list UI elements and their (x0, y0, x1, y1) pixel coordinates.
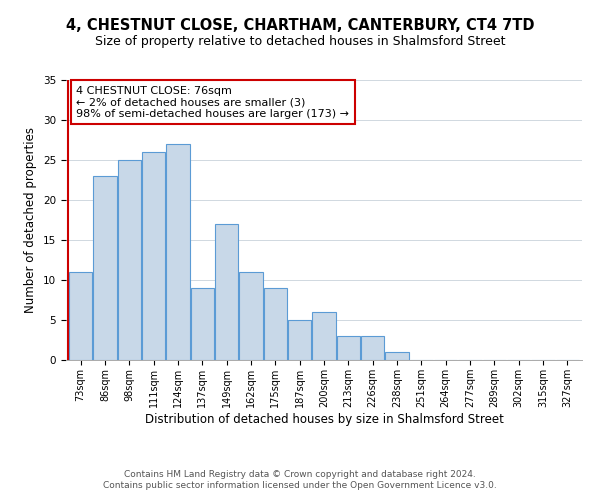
Text: Size of property relative to detached houses in Shalmsford Street: Size of property relative to detached ho… (95, 35, 505, 48)
Bar (94, 176, 116, 360)
Bar (264, 288, 287, 360)
Text: Contains public sector information licensed under the Open Government Licence v3: Contains public sector information licen… (103, 481, 497, 490)
Bar (361, 336, 384, 360)
Bar (385, 352, 409, 360)
Bar (142, 152, 165, 360)
Bar (337, 336, 360, 360)
Bar (191, 288, 214, 360)
X-axis label: Distribution of detached houses by size in Shalmsford Street: Distribution of detached houses by size … (145, 412, 503, 426)
Bar (239, 272, 263, 360)
Bar (166, 144, 190, 360)
Bar (288, 320, 311, 360)
Bar (215, 224, 238, 360)
Bar (69, 272, 92, 360)
Text: 4 CHESTNUT CLOSE: 76sqm
← 2% of detached houses are smaller (3)
98% of semi-deta: 4 CHESTNUT CLOSE: 76sqm ← 2% of detached… (76, 86, 349, 119)
Text: 4, CHESTNUT CLOSE, CHARTHAM, CANTERBURY, CT4 7TD: 4, CHESTNUT CLOSE, CHARTHAM, CANTERBURY,… (66, 18, 534, 32)
Bar (313, 312, 335, 360)
Text: Contains HM Land Registry data © Crown copyright and database right 2024.: Contains HM Land Registry data © Crown c… (124, 470, 476, 479)
Bar (118, 160, 141, 360)
Y-axis label: Number of detached properties: Number of detached properties (25, 127, 37, 313)
